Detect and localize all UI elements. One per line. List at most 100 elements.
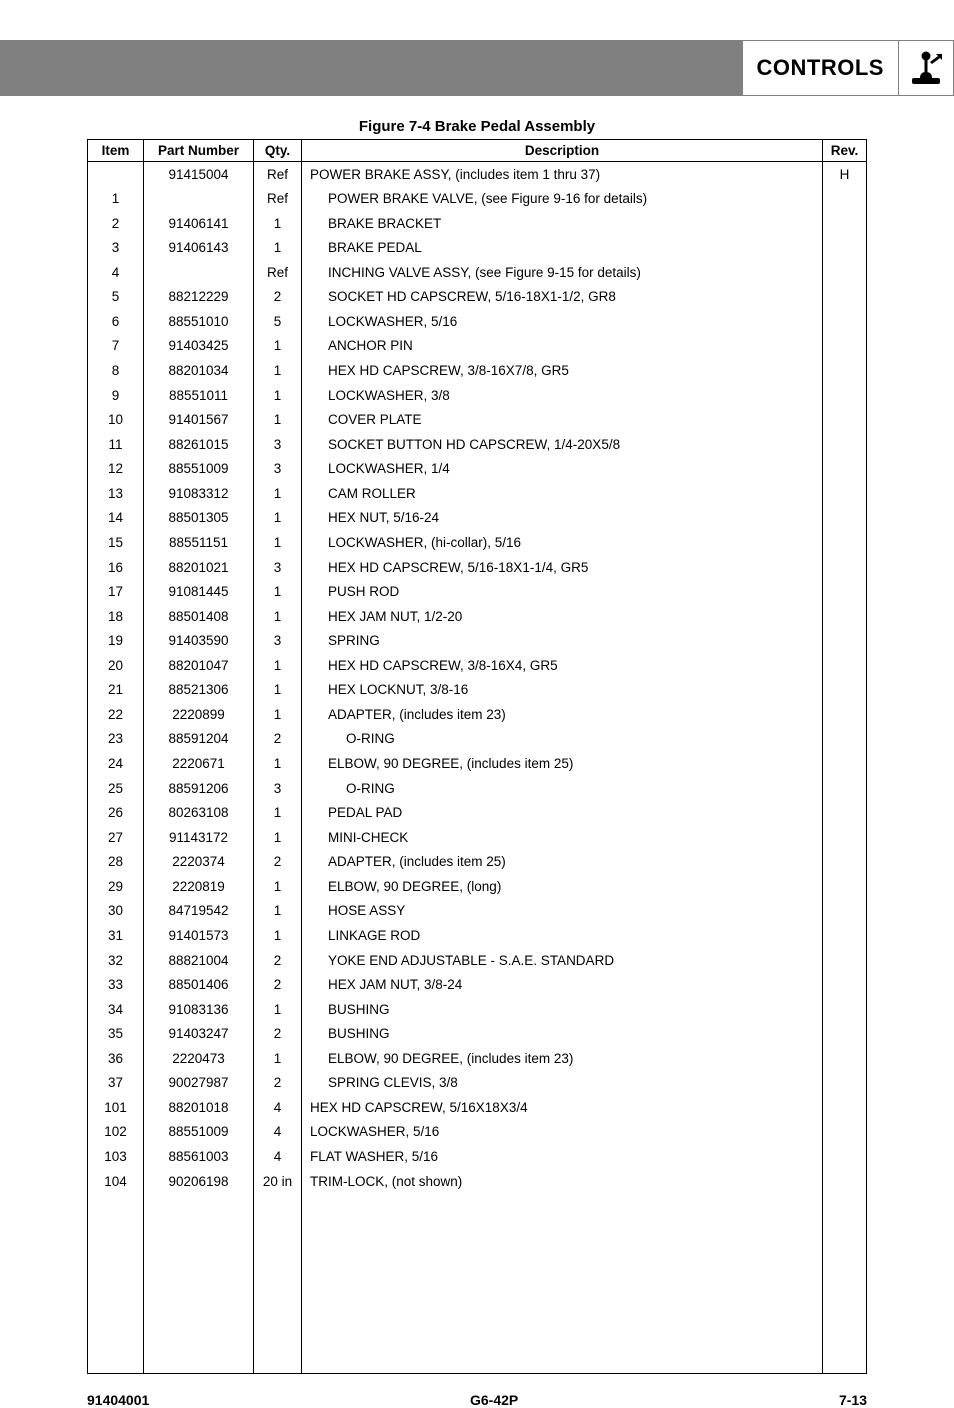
table-row: 5882122292SOCKET HD CAPSCREW, 5/16-18X1-… <box>88 285 867 310</box>
cell-part-number: 91403590 <box>144 629 254 654</box>
cell-part-number: 88821004 <box>144 948 254 973</box>
cell-rev <box>823 825 867 850</box>
cell-rev <box>823 776 867 801</box>
cell-rev <box>823 506 867 531</box>
cell-rev <box>823 948 867 973</box>
cell-part-number: 2220899 <box>144 702 254 727</box>
cell-description: HEX HD CAPSCREW, 5/16X18X3/4 <box>302 1095 823 1120</box>
cell-item: 32 <box>88 948 144 973</box>
cell-part-number: 91401573 <box>144 923 254 948</box>
col-header-qty: Qty. <box>254 140 302 162</box>
cell-rev <box>823 973 867 998</box>
cell-qty: 3 <box>254 432 302 457</box>
cell-description: BUSHING <box>302 997 823 1022</box>
table-row: 10914015671COVER PLATE <box>88 408 867 433</box>
table-row: 3622204731ELBOW, 90 DEGREE, (includes it… <box>88 1046 867 1071</box>
cell-description: ELBOW, 90 DEGREE, (long) <box>302 874 823 899</box>
cell-part-number: 88501305 <box>144 506 254 531</box>
table-row: 12885510093LOCKWASHER, 1/4 <box>88 457 867 482</box>
cell-rev <box>823 408 867 433</box>
cell-description: SOCKET HD CAPSCREW, 5/16-18X1-1/2, GR8 <box>302 285 823 310</box>
cell-qty: 1 <box>254 408 302 433</box>
cell-item: 25 <box>88 776 144 801</box>
cell-qty: 3 <box>254 776 302 801</box>
cell-item: 103 <box>88 1145 144 1170</box>
cell-description: HEX JAM NUT, 3/8-24 <box>302 973 823 998</box>
page-footer: 91404001 G6-42P 7-13 <box>87 1392 867 1408</box>
cell-qty: 1 <box>254 997 302 1022</box>
cell-qty: 1 <box>254 923 302 948</box>
cell-rev <box>823 530 867 555</box>
cell-description: YOKE END ADJUSTABLE - S.A.E. STANDARD <box>302 948 823 973</box>
cell-item: 26 <box>88 801 144 826</box>
cell-description: BUSHING <box>302 1022 823 1047</box>
cell-part-number: 88561003 <box>144 1145 254 1170</box>
cell-item: 36 <box>88 1046 144 1071</box>
cell-part-number: 2220374 <box>144 850 254 875</box>
table-header-row: Item Part Number Qty. Description Rev. <box>88 140 867 162</box>
table-row: 1049020619820 inTRIM-LOCK, (not shown) <box>88 1169 867 1194</box>
parts-table: Item Part Number Qty. Description Rev. 9… <box>87 139 867 1374</box>
cell-description: MINI-CHECK <box>302 825 823 850</box>
cell-rev: H <box>823 162 867 187</box>
cell-item: 102 <box>88 1120 144 1145</box>
cell-description: HEX JAM NUT, 1/2-20 <box>302 604 823 629</box>
cell-description: HEX HD CAPSCREW, 3/8-16X4, GR5 <box>302 653 823 678</box>
cell-rev <box>823 457 867 482</box>
cell-description: O-RING <box>302 727 823 752</box>
spacer-cell <box>302 1194 823 1374</box>
cell-part-number: 2220819 <box>144 874 254 899</box>
cell-description: COVER PLATE <box>302 408 823 433</box>
cell-qty: Ref <box>254 187 302 212</box>
table-row: 11882610153SOCKET BUTTON HD CAPSCREW, 1/… <box>88 432 867 457</box>
table-row: 101882010184HEX HD CAPSCREW, 5/16X18X3/4 <box>88 1095 867 1120</box>
cell-description: LINKAGE ROD <box>302 923 823 948</box>
cell-rev <box>823 187 867 212</box>
table-spacer-row <box>88 1194 867 1374</box>
cell-item: 33 <box>88 973 144 998</box>
cell-qty: 5 <box>254 309 302 334</box>
cell-description: TRIM-LOCK, (not shown) <box>302 1169 823 1194</box>
cell-part-number: 91081445 <box>144 580 254 605</box>
cell-qty: 1 <box>254 899 302 924</box>
section-title: CONTROLS <box>743 40 898 96</box>
cell-description: ELBOW, 90 DEGREE, (includes item 23) <box>302 1046 823 1071</box>
cell-item <box>88 162 144 187</box>
table-row: 32888210042YOKE END ADJUSTABLE - S.A.E. … <box>88 948 867 973</box>
cell-rev <box>823 678 867 703</box>
cell-item: 8 <box>88 359 144 384</box>
cell-qty: 2 <box>254 1022 302 1047</box>
cell-rev <box>823 604 867 629</box>
cell-item: 28 <box>88 850 144 875</box>
cell-item: 104 <box>88 1169 144 1194</box>
cell-rev <box>823 727 867 752</box>
table-row: 2922208191ELBOW, 90 DEGREE, (long) <box>88 874 867 899</box>
cell-description: ANCHOR PIN <box>302 334 823 359</box>
cell-item: 1 <box>88 187 144 212</box>
cell-part-number: 88521306 <box>144 678 254 703</box>
cell-description: HEX HD CAPSCREW, 5/16-18X1-1/4, GR5 <box>302 555 823 580</box>
figure-title: Figure 7-4 Brake Pedal Assembly <box>0 118 954 135</box>
cell-qty: 1 <box>254 383 302 408</box>
table-row: 20882010471HEX HD CAPSCREW, 3/8-16X4, GR… <box>88 653 867 678</box>
cell-item: 24 <box>88 752 144 777</box>
table-row: 4RefINCHING VALVE ASSY, (see Figure 9-15… <box>88 260 867 285</box>
cell-qty: 1 <box>254 506 302 531</box>
table-row: 8882010341HEX HD CAPSCREW, 3/8-16X7/8, G… <box>88 359 867 384</box>
cell-qty: 2 <box>254 850 302 875</box>
cell-qty: 1 <box>254 211 302 236</box>
cell-item: 16 <box>88 555 144 580</box>
cell-part-number: 80263108 <box>144 801 254 826</box>
cell-description: PEDAL PAD <box>302 801 823 826</box>
cell-description: SPRING CLEVIS, 3/8 <box>302 1071 823 1096</box>
cell-part-number: 88201021 <box>144 555 254 580</box>
cell-description: LOCKWASHER, 5/16 <box>302 309 823 334</box>
cell-rev <box>823 211 867 236</box>
table-row: 35914032472BUSHING <box>88 1022 867 1047</box>
cell-part-number: 88551010 <box>144 309 254 334</box>
cell-item: 13 <box>88 481 144 506</box>
cell-description: INCHING VALVE ASSY, (see Figure 9-15 for… <box>302 260 823 285</box>
table-row: 27911431721MINI-CHECK <box>88 825 867 850</box>
table-row: 23885912042O-RING <box>88 727 867 752</box>
cell-description: SOCKET BUTTON HD CAPSCREW, 1/4-20X5/8 <box>302 432 823 457</box>
